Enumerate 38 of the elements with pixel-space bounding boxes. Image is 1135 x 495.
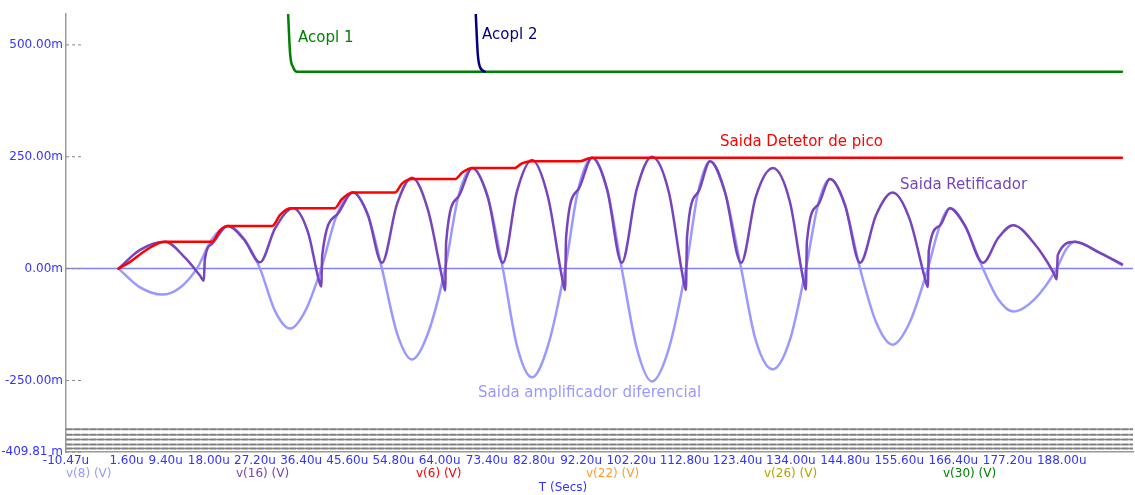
text: v(16) (V) bbox=[236, 466, 290, 481]
x-tick-label: 123.40u bbox=[712, 453, 763, 468]
line-series bbox=[286, 14, 1124, 73]
x-tick-label: 112.80u bbox=[659, 453, 710, 468]
x-tick-label: 155.60u bbox=[874, 453, 924, 468]
y-tick-label: 250.00m bbox=[9, 148, 63, 163]
x-tick-label: 1.60u bbox=[109, 453, 144, 468]
x-tick-label: 177.20u bbox=[982, 453, 1033, 468]
x-tick-label: 27.20u bbox=[234, 453, 276, 468]
x-tick-label: 54.80u bbox=[372, 453, 415, 468]
text: Saida amplificador diferencial bbox=[478, 382, 702, 401]
x-axis-title: T (Secs) bbox=[537, 480, 588, 495]
x-tick-label: 73.40u bbox=[465, 453, 508, 468]
y-tick-label: -250.00m bbox=[4, 372, 63, 387]
text: v(26) (V) bbox=[764, 466, 818, 481]
x-tick-label: 64.00u bbox=[418, 453, 461, 468]
x-tick-label: 9.40u bbox=[148, 453, 183, 468]
y-tick-label: 0.00m bbox=[24, 260, 63, 275]
x-tick-label: 134.00u bbox=[766, 453, 816, 468]
series-label: Acopl 1 bbox=[298, 27, 354, 46]
y-tick-label: 500.00m bbox=[9, 37, 63, 51]
x-tick-label: 18.00u bbox=[187, 453, 230, 468]
text: v(22) (V) bbox=[586, 466, 640, 481]
series-label: Acopl 2 bbox=[482, 24, 538, 43]
line-series bbox=[117, 156, 1124, 270]
x-tick-label: 144.80u bbox=[820, 453, 870, 468]
series-label: Saida Retificador bbox=[900, 174, 1028, 193]
text: v(30) (V) bbox=[943, 466, 997, 481]
text: v(8) (V) bbox=[66, 466, 112, 481]
series-label: Saida Detetor de pico bbox=[720, 131, 883, 150]
x-tick-label: 92.20u bbox=[560, 453, 603, 468]
x-tick-label: 45.60u bbox=[326, 453, 369, 468]
x-tick-label: 82.80u bbox=[512, 453, 555, 468]
x-tick-label: 166.40u bbox=[928, 453, 979, 468]
text: v(6) (V) bbox=[416, 466, 462, 481]
x-tick-label: 102.20u bbox=[606, 453, 657, 468]
x-tick-label: 188.00u bbox=[1036, 453, 1087, 468]
x-tick-label: 36.40u bbox=[280, 453, 323, 468]
